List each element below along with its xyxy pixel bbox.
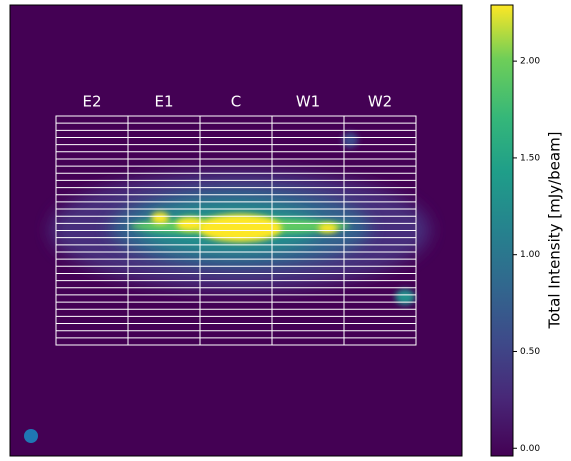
colorbar-label: Total Intensity [mJy/beam] (546, 131, 564, 329)
colorbar (491, 5, 513, 456)
figure: Total Intensity [mJy/beam] E2 E1 C W1 W2 0.00… (0, 0, 571, 457)
colorbar-tick-label: 1.50 (520, 153, 540, 163)
region-label: E1 (154, 93, 173, 111)
colorbar-tick-label: 0.50 (520, 347, 540, 357)
colorbar-tick-label: 2.00 (520, 57, 540, 67)
colorbar-tick-label: 0.00 (520, 444, 540, 454)
beam (24, 429, 38, 443)
region-label: C (231, 93, 241, 111)
region-label: W1 (296, 93, 320, 111)
colorbar-tick-label: 1.00 (520, 250, 540, 260)
region-label: E2 (82, 93, 101, 111)
region-label: W2 (368, 93, 392, 111)
